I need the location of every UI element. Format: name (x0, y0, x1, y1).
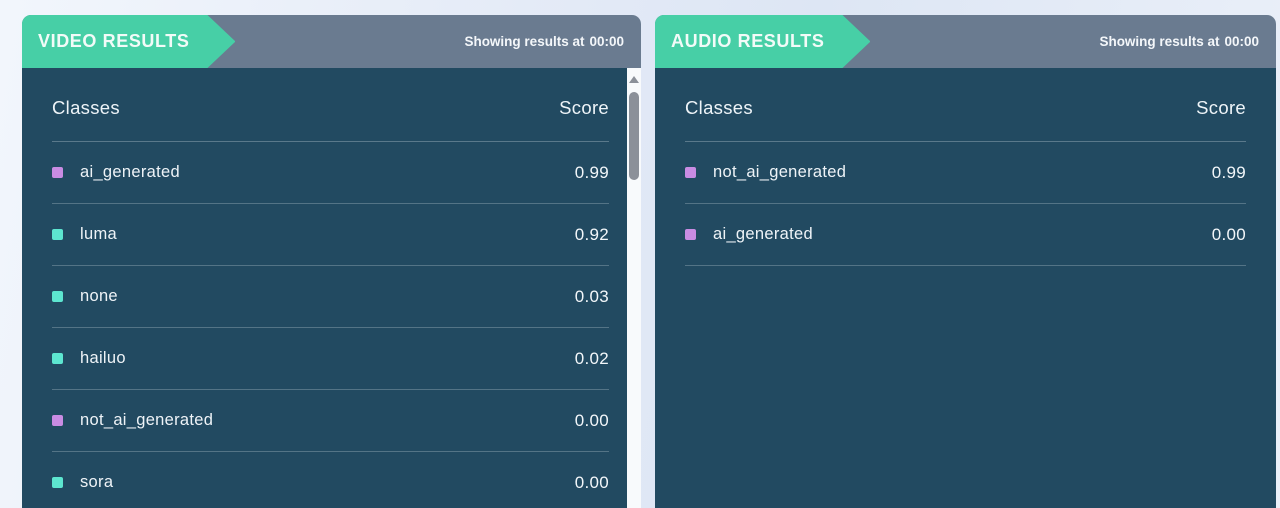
class-label: ai_generated (80, 163, 180, 181)
class-score: 0.03 (574, 286, 609, 306)
class-label: not_ai_generated (713, 163, 847, 181)
table-row: not_ai_generated 0.00 (52, 390, 609, 452)
table-row: hailuo 0.02 (52, 328, 609, 390)
audio-results-tab: AUDIO RESULTS (655, 15, 870, 68)
column-header-classes: Classes (685, 97, 753, 118)
table-header-row: Classes Score (52, 68, 609, 142)
video-results-table: Classes Score ai_generated 0.99 luma 0.9… (52, 68, 609, 508)
table-row: not_ai_generated 0.99 (685, 142, 1246, 204)
column-header-score: Score (559, 97, 609, 118)
status-time: 00:00 (1224, 34, 1259, 49)
panel-title: VIDEO RESULTS (38, 31, 190, 51)
table-rows: not_ai_generated 0.99 ai_generated 0.00 (685, 142, 1246, 266)
video-results-tab: VIDEO RESULTS (22, 15, 235, 68)
scroll-up-button[interactable] (627, 73, 641, 85)
status-prefix: Showing results at (464, 34, 585, 49)
class-score: 0.00 (574, 472, 609, 492)
class-score: 0.02 (574, 348, 609, 368)
table-header-row: Classes Score (685, 68, 1246, 142)
panel-title: AUDIO RESULTS (671, 31, 825, 51)
audio-results-panel: AUDIO RESULTS Showing results at 00:00 C… (655, 15, 1276, 508)
scrollbar-thumb[interactable] (629, 92, 639, 180)
audio-results-header: AUDIO RESULTS Showing results at 00:00 (655, 15, 1276, 68)
class-label: ai_generated (713, 225, 813, 243)
class-score: 0.92 (574, 224, 609, 244)
table-rows: ai_generated 0.99 luma 0.92 none 0.03 ha… (52, 142, 609, 508)
status-text: Showing results at 00:00 (464, 15, 624, 68)
class-marker-swatch (52, 353, 63, 364)
column-header-classes: Classes (52, 97, 120, 118)
class-score: 0.99 (574, 162, 609, 182)
video-results-header: VIDEO RESULTS Showing results at 00:00 (22, 15, 641, 68)
class-score: 0.00 (574, 410, 609, 430)
class-marker-swatch (685, 167, 696, 178)
table-row: ai_generated 0.00 (685, 204, 1246, 266)
class-score: 0.00 (1211, 224, 1246, 244)
video-results-body: Classes Score ai_generated 0.99 luma 0.9… (22, 68, 641, 508)
class-label: sora (80, 473, 114, 491)
audio-results-body: Classes Score not_ai_generated 0.99 ai_g… (655, 68, 1276, 508)
class-label: none (80, 287, 118, 305)
class-marker-swatch (52, 415, 63, 426)
scrollbar[interactable] (627, 68, 641, 508)
class-marker-swatch (52, 229, 63, 240)
class-score: 0.99 (1211, 162, 1246, 182)
status-prefix: Showing results at (1099, 34, 1220, 49)
class-label: hailuo (80, 349, 126, 367)
class-label: not_ai_generated (80, 411, 214, 429)
status-time: 00:00 (589, 34, 624, 49)
table-row: ai_generated 0.99 (52, 142, 609, 204)
video-results-panel: VIDEO RESULTS Showing results at 00:00 C… (22, 15, 641, 508)
table-row: none 0.03 (52, 266, 609, 328)
table-row: luma 0.92 (52, 204, 609, 266)
status-text: Showing results at 00:00 (1099, 15, 1259, 68)
class-marker-swatch (52, 167, 63, 178)
audio-results-table: Classes Score not_ai_generated 0.99 ai_g… (685, 68, 1246, 266)
column-header-score: Score (1196, 97, 1246, 118)
class-marker-swatch (52, 477, 63, 488)
class-marker-swatch (685, 229, 696, 240)
class-label: luma (80, 225, 117, 243)
class-marker-swatch (52, 291, 63, 302)
table-row: sora 0.00 (52, 452, 609, 508)
